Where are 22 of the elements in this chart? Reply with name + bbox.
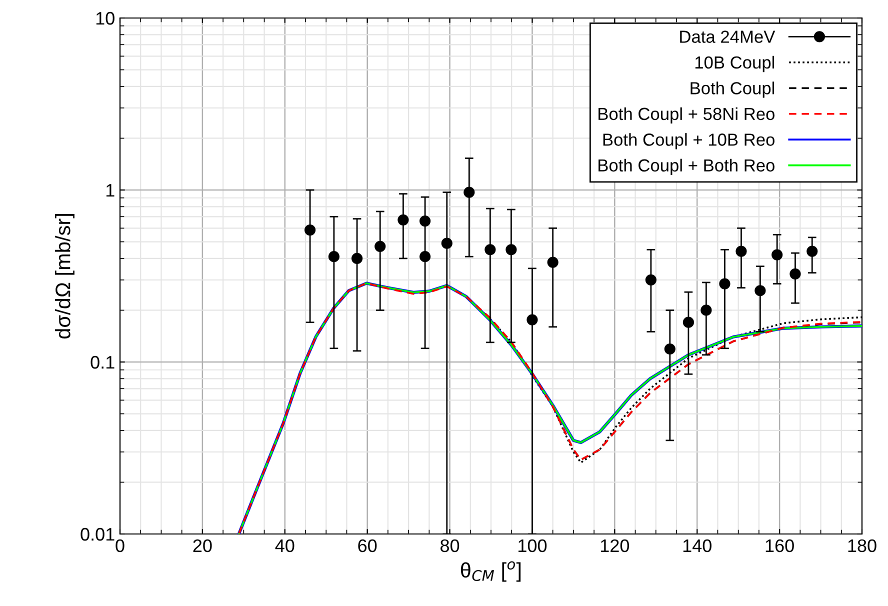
x-tick-label: 20 bbox=[193, 539, 212, 552]
x-tick-label: 40 bbox=[275, 539, 294, 552]
legend-label: Both Coupl bbox=[690, 82, 774, 98]
y-tick-label: 0.01 bbox=[80, 528, 114, 541]
x-tick-label: 140 bbox=[683, 539, 712, 552]
x-tick-label: 0 bbox=[116, 539, 124, 552]
x-tick-label: 100 bbox=[518, 539, 547, 552]
y-axis-title: dσ/dΩ [mb/sr] bbox=[55, 214, 74, 339]
x-tick-label: 80 bbox=[440, 539, 460, 552]
legend-label: 10B Coupl bbox=[695, 56, 774, 72]
y-tick-label: 0.1 bbox=[90, 356, 114, 369]
x-tick-label: 120 bbox=[600, 539, 630, 552]
x-axis-title: θ$_{CM}$ [$^{o}$] bbox=[460, 561, 521, 582]
x-tick-label: 60 bbox=[358, 539, 377, 552]
y-tick-label: 10 bbox=[96, 12, 114, 25]
x-tick-label: 160 bbox=[766, 539, 794, 552]
legend-label: Data 24MeV bbox=[680, 30, 776, 43]
legend-label: Both Coupl + 10B Reo bbox=[603, 133, 774, 150]
y-tick-label: 1 bbox=[106, 184, 114, 197]
legend-label: Both Coupl + Both Reo bbox=[598, 158, 774, 175]
legend-label: Both Coupl + 58Ni Reo bbox=[598, 107, 774, 124]
x-tick-label: 180 bbox=[848, 539, 876, 552]
